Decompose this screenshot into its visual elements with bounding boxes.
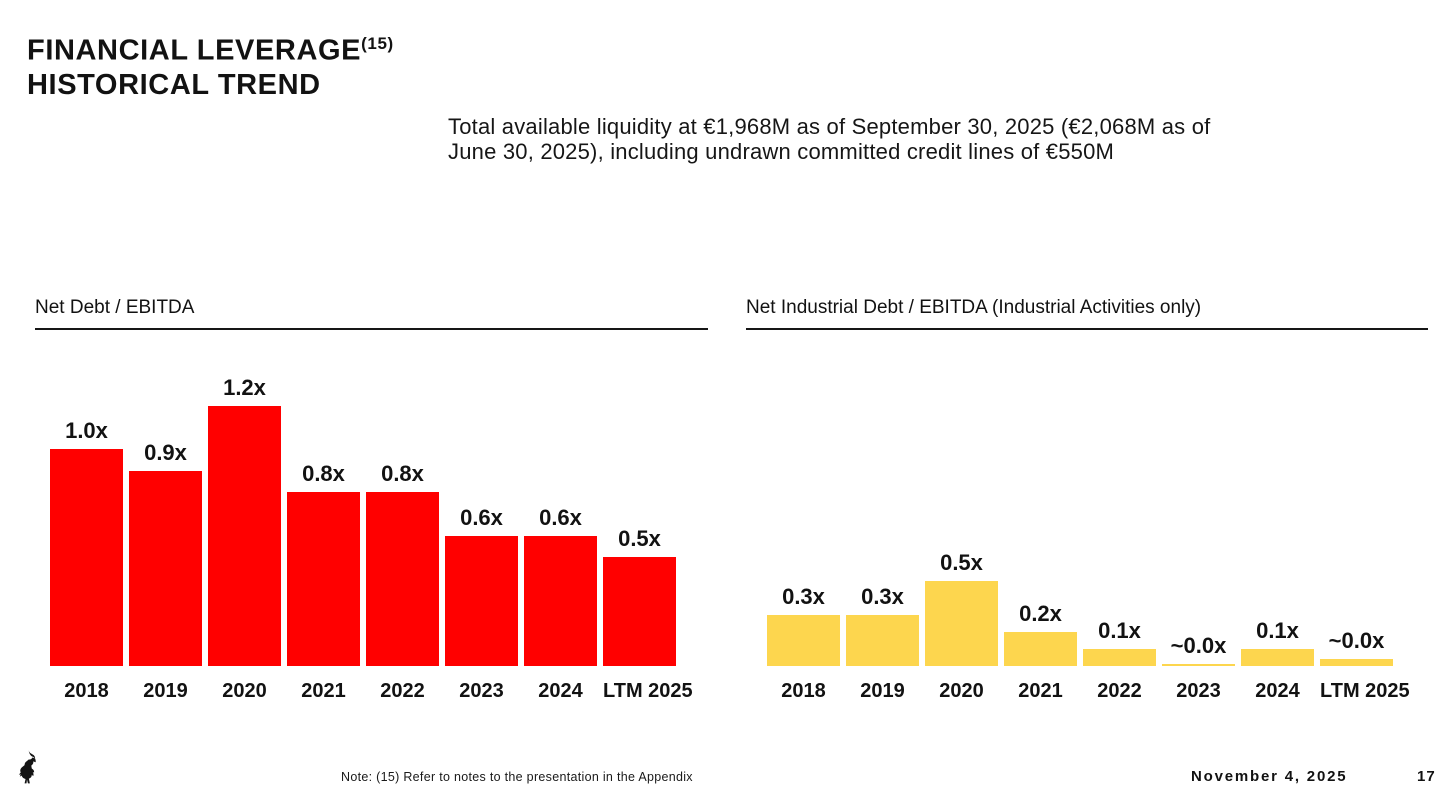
bar-group: 0.6x 2024 xyxy=(524,370,597,703)
category-label: 2019 xyxy=(143,680,188,702)
bar-group: 0.1x 2022 xyxy=(1083,370,1156,703)
category-label: 2022 xyxy=(1097,680,1142,702)
bar xyxy=(1004,632,1077,666)
footer-date: November 4, 2025 xyxy=(1191,768,1348,785)
category-label: 2020 xyxy=(939,680,984,702)
category-label: 2020 xyxy=(222,680,267,702)
bar-group: 0.3x 2018 xyxy=(767,370,840,703)
category-label: 2022 xyxy=(380,680,425,702)
category-label: 2023 xyxy=(1176,680,1221,702)
bar-stack: ~0.0x xyxy=(1162,370,1235,666)
bar xyxy=(603,557,676,666)
bar-stack: 0.8x xyxy=(366,370,439,666)
bar xyxy=(445,536,518,666)
category-label: 2018 xyxy=(781,680,826,702)
bar-value-label: 0.8x xyxy=(381,461,424,486)
bar xyxy=(524,536,597,666)
bar-group: 0.3x 2019 xyxy=(846,370,919,703)
bar-value-label: 0.2x xyxy=(1019,601,1062,626)
bar-group: 0.9x 2019 xyxy=(129,370,202,703)
liquidity-statement-line2: June 30, 2025), including undrawn commit… xyxy=(448,139,1115,164)
bar-stack: 0.6x xyxy=(445,370,518,666)
bar-group: 1.0x 2018 xyxy=(50,370,123,703)
bar-stack: 1.2x xyxy=(208,370,281,666)
bar-value-label: 0.8x xyxy=(302,461,345,486)
bar-group: ~0.0x LTM 2025 xyxy=(1320,370,1410,703)
bar-stack: 0.6x xyxy=(524,370,597,666)
bar-group: 1.2x 2020 xyxy=(208,370,281,703)
net-industrial-debt-bar-chart: 0.3x 2018 0.3x 2019 0.5x 2020 0.2x 2021 0.1x 2022… xyxy=(767,370,1410,703)
bar xyxy=(1083,649,1156,666)
bar-stack: 0.3x xyxy=(846,370,919,666)
bar xyxy=(767,615,840,666)
slide-title: FINANCIAL LEVERAGE(15) HISTORICAL TREND xyxy=(27,27,394,102)
bar-group: 0.5x LTM 2025 xyxy=(603,370,693,703)
category-label: 2021 xyxy=(1018,680,1063,702)
bar xyxy=(208,406,281,666)
category-label: LTM 2025 xyxy=(1320,680,1410,702)
footnote: Note: (15) Refer to notes to the present… xyxy=(341,770,693,784)
bar xyxy=(366,492,439,666)
bar-group: 0.8x 2021 xyxy=(287,370,360,703)
bar-group: 0.5x 2020 xyxy=(925,370,998,703)
slide-title-line1: FINANCIAL LEVERAGE xyxy=(27,35,362,68)
bar-stack: 0.8x xyxy=(287,370,360,666)
net-industrial-debt-chart-title: Net Industrial Debt / EBITDA (Industrial… xyxy=(746,297,1428,330)
footnote-reference: (15) xyxy=(361,34,394,54)
slide-title-line2: HISTORICAL TREND xyxy=(27,69,321,102)
bar-value-label: 1.2x xyxy=(223,375,266,400)
category-label: 2024 xyxy=(1255,680,1300,702)
category-label: 2018 xyxy=(64,680,109,702)
bar-stack: ~0.0x xyxy=(1320,370,1393,666)
bar xyxy=(50,449,123,666)
bar-value-label: 0.1x xyxy=(1256,618,1299,643)
net-debt-chart-title: Net Debt / EBITDA xyxy=(35,297,708,330)
bar-value-label: 0.5x xyxy=(940,550,983,575)
ferrari-prancing-horse-icon xyxy=(15,748,38,789)
category-label: 2019 xyxy=(860,680,905,702)
bar-value-label: 0.5x xyxy=(618,526,661,551)
category-label: LTM 2025 xyxy=(603,680,693,702)
bar-value-label: ~0.0x xyxy=(1328,628,1385,653)
bar-value-label: 0.1x xyxy=(1098,618,1141,643)
bar-value-label: 0.6x xyxy=(460,505,503,530)
liquidity-statement-line1: Total available liquidity at €1,968M as … xyxy=(448,114,1211,139)
bar-stack: 0.5x xyxy=(925,370,998,666)
category-label: 2024 xyxy=(538,680,583,702)
bar xyxy=(846,615,919,666)
liquidity-statement: Total available liquidity at €1,968M as … xyxy=(448,114,1210,164)
bar xyxy=(1241,649,1314,666)
bar-stack: 0.1x xyxy=(1241,370,1314,666)
bar xyxy=(287,492,360,666)
bar-group: 0.6x 2023 xyxy=(445,370,518,703)
bar xyxy=(1320,659,1393,666)
category-label: 2021 xyxy=(301,680,346,702)
bar-group: 0.1x 2024 xyxy=(1241,370,1314,703)
bar-stack: 0.9x xyxy=(129,370,202,666)
bar-value-label: 0.3x xyxy=(782,584,825,609)
bar-value-label: 0.3x xyxy=(861,584,904,609)
bar xyxy=(129,471,202,666)
bar-value-label: 0.6x xyxy=(539,505,582,530)
bar-stack: 0.5x xyxy=(603,370,676,666)
page-number: 17 xyxy=(1417,768,1436,785)
bar-stack: 0.3x xyxy=(767,370,840,666)
bar-value-label: ~0.0x xyxy=(1170,633,1227,658)
bar-value-label: 1.0x xyxy=(65,418,108,443)
bar-stack: 0.1x xyxy=(1083,370,1156,666)
bar-value-label: 0.9x xyxy=(144,440,187,465)
bar-group: ~0.0x 2023 xyxy=(1162,370,1235,703)
category-label: 2023 xyxy=(459,680,504,702)
bar xyxy=(925,581,998,666)
bar-stack: 1.0x xyxy=(50,370,123,666)
bar-stack: 0.2x xyxy=(1004,370,1077,666)
net-debt-bar-chart: 1.0x 2018 0.9x 2019 1.2x 2020 0.8x 2021 0.8x 2022… xyxy=(50,370,693,703)
bar-group: 0.2x 2021 xyxy=(1004,370,1077,703)
bar-group: 0.8x 2022 xyxy=(366,370,439,703)
bar xyxy=(1162,664,1235,666)
